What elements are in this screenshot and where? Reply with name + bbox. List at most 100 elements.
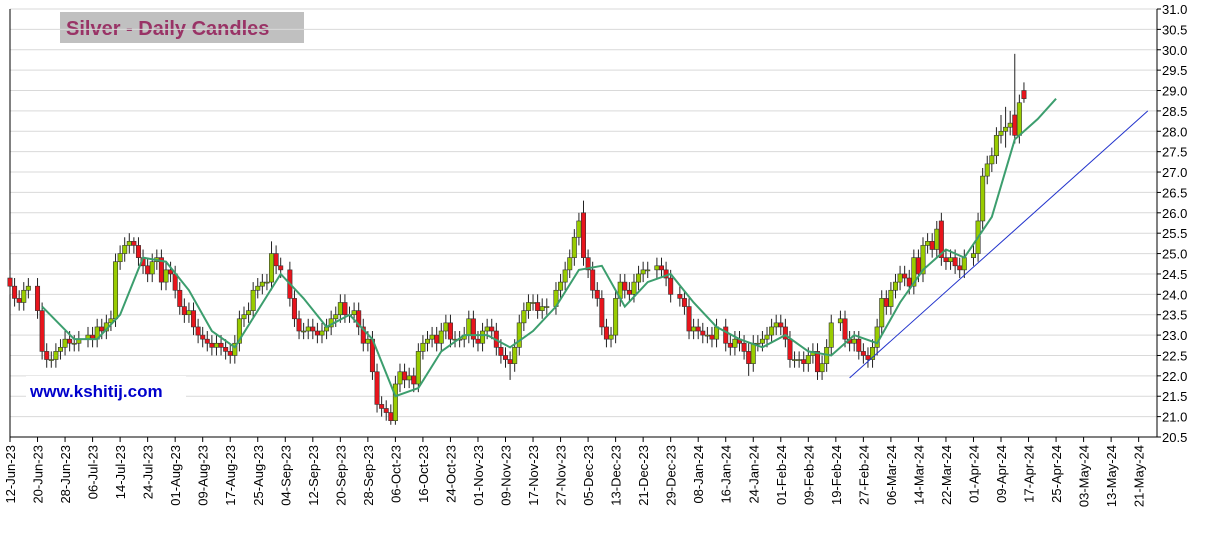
candle-body [525, 302, 531, 311]
candle-body [636, 273, 642, 283]
y-tick-label: 30.5 [1162, 22, 1187, 37]
candle-body [168, 269, 174, 275]
x-tick-label: 17-Apr-24 [1022, 445, 1037, 503]
candle-body [466, 318, 472, 336]
candle-body [223, 347, 229, 352]
candle-body [99, 326, 105, 332]
candle-body [503, 355, 509, 360]
x-tick-label: 25-Apr-24 [1049, 445, 1064, 503]
moving-average [41, 98, 1057, 398]
x-tick-label: 01-Nov-23 [471, 445, 486, 506]
candle-body [475, 338, 481, 344]
y-tick-label: 22.0 [1162, 369, 1187, 384]
candle-body [186, 310, 192, 316]
candle-body [44, 351, 50, 360]
candle-body [769, 326, 775, 336]
candle-body [571, 236, 577, 258]
x-tick-label: 21-Dec-23 [636, 445, 651, 506]
candle-body [906, 277, 912, 287]
x-tick-label: 27-Nov-23 [554, 445, 569, 506]
candle-body [319, 330, 325, 336]
candle-body [264, 281, 270, 284]
candle-body [406, 375, 412, 381]
annotation: www.kshitij.com [29, 382, 163, 401]
y-tick-label: 31.0 [1162, 2, 1187, 17]
y-tick-label: 23.0 [1162, 328, 1187, 343]
x-tick-label: 04-Sep-23 [278, 445, 293, 506]
candle-body [998, 130, 1004, 136]
candle-body [71, 342, 77, 345]
candle-body [213, 342, 219, 348]
candle-body [691, 326, 697, 332]
candle-body [746, 351, 752, 364]
x-tick-label: 06-Oct-23 [388, 445, 403, 503]
candle-body [819, 363, 825, 373]
candle-body [365, 338, 371, 344]
y-tick-label: 21.5 [1162, 389, 1187, 404]
y-tick-label: 27.0 [1162, 165, 1187, 180]
candle-body [521, 310, 527, 324]
x-tick-label: 20-Jun-23 [31, 445, 46, 504]
candle-body [438, 330, 444, 344]
candle-body [828, 322, 834, 348]
candle-body [902, 273, 908, 279]
y-tick-label: 21.0 [1162, 410, 1187, 425]
x-tick-label: 25-Aug-23 [251, 445, 266, 506]
y-tick-label: 29.5 [1162, 63, 1187, 78]
candle-body [957, 265, 963, 271]
candle-body [259, 281, 265, 287]
candle-body [246, 310, 252, 316]
y-tick-label: 25.0 [1162, 247, 1187, 262]
candle-body [209, 342, 215, 348]
candle-body [337, 302, 343, 316]
candle-body [470, 318, 476, 340]
candle-body [562, 269, 568, 283]
candle-body [434, 334, 440, 344]
candle-body [948, 257, 954, 263]
candle-body [25, 285, 31, 291]
candle-body [342, 302, 348, 316]
candle-body [658, 265, 664, 271]
candle-body [135, 245, 141, 258]
candle-body [269, 253, 275, 283]
candle-body [126, 241, 132, 246]
candle-body [613, 298, 619, 336]
candle-body [535, 302, 541, 311]
candle-body [952, 257, 958, 267]
candle-body [782, 326, 788, 340]
candle-body [195, 326, 201, 336]
candle-body [117, 253, 123, 263]
y-tick-label: 23.5 [1162, 308, 1187, 323]
candle-body [429, 334, 435, 340]
candle-body [379, 404, 385, 409]
candle-body [16, 298, 22, 303]
y-tick-label: 24.0 [1162, 287, 1187, 302]
x-tick-label: 17-Nov-23 [526, 445, 541, 506]
candle-body [892, 281, 898, 291]
candle-body [727, 342, 733, 348]
candle-body [805, 355, 811, 364]
candle-body [425, 338, 431, 344]
candle-body [732, 338, 738, 348]
candle-body [383, 408, 389, 413]
candle-body [879, 298, 885, 328]
x-tick-label: 13-Dec-23 [609, 445, 624, 506]
candle-body [897, 273, 903, 283]
candle-body [759, 338, 765, 344]
candle-body [723, 326, 729, 344]
candle-body [599, 298, 605, 328]
candle-body [888, 289, 894, 307]
candle-body [870, 347, 876, 360]
x-tick-label: 09-Feb-24 [801, 445, 816, 505]
y-tick-label: 25.5 [1162, 226, 1187, 241]
candle-body [943, 257, 949, 263]
candle-body [7, 277, 13, 287]
candle-body [576, 220, 582, 238]
x-tick-label: 01-Aug-23 [168, 445, 183, 506]
trend-line [849, 110, 1149, 379]
candle-body [227, 351, 233, 356]
candle-body [507, 359, 513, 364]
candle-body [865, 355, 871, 360]
candle-body [686, 306, 692, 332]
candle-body [1003, 126, 1009, 132]
